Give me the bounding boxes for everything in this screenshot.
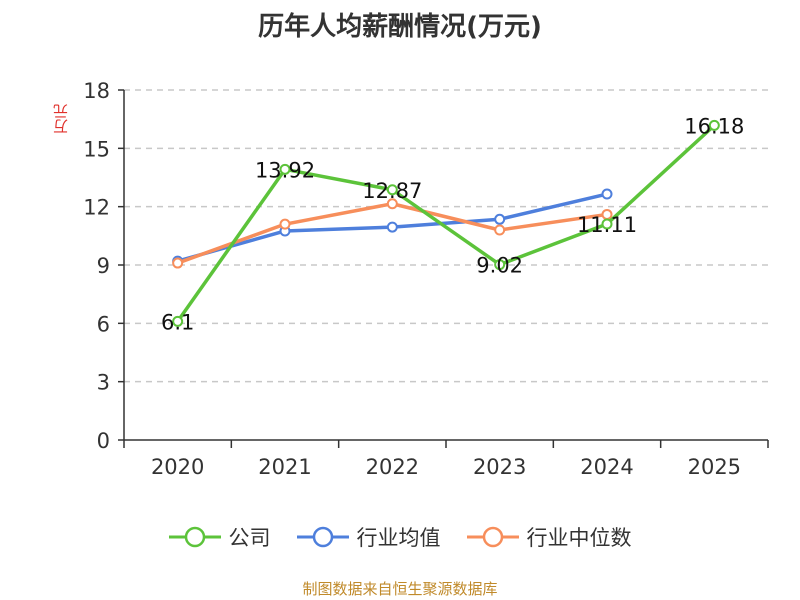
y-tick-label: 6 [97, 312, 110, 336]
data-source-note: 制图数据来自恒生聚源数据库 [302, 580, 498, 598]
chart-title: 历年人均薪酬情况(万元) [258, 12, 542, 42]
tick-labels: 0 3 6 9 12 15 18 2020 2021 2022 2023 2024 2025 [83, 79, 741, 479]
data-labels: 6.1 13.92 12.87 9.02 11.11 16.18 [161, 114, 744, 334]
data-point-2 [494, 224, 506, 236]
y-tick-label: 12 [83, 196, 110, 220]
data-label: 6.1 [161, 310, 194, 334]
axes [118, 89, 769, 448]
x-tick-label: 2025 [688, 455, 741, 479]
series-line-0 [176, 124, 716, 323]
legend-label: 行业均值 [356, 526, 441, 550]
y-tick-label: 18 [83, 79, 110, 103]
legend-line-circle-icon [296, 526, 349, 548]
y-tick-label: 15 [83, 137, 110, 161]
data-point-2 [172, 257, 184, 269]
legend-item-0[interactable]: 公司 [168, 522, 271, 552]
y-tick-label: 9 [97, 254, 110, 278]
data-point-2 [386, 198, 398, 210]
legend-label: 公司 [228, 526, 271, 550]
x-tick-label: 2021 [258, 455, 311, 479]
legend-item-2[interactable]: 行业中位数 [466, 522, 632, 552]
data-point-0 [601, 218, 613, 230]
data-point-2 [279, 218, 291, 230]
legend: 公司 行业均值 行业中位数 [0, 522, 800, 552]
y-tick-label: 0 [97, 429, 110, 453]
data-point-0 [386, 184, 398, 196]
data-label: 13.92 [255, 158, 315, 182]
data-point-0 [494, 259, 506, 271]
data-label: 11.11 [577, 213, 637, 237]
x-tick-label: 2023 [473, 455, 526, 479]
data-label: 16.18 [684, 114, 744, 138]
data-point-0 [279, 163, 291, 175]
data-point-1 [386, 221, 398, 233]
series-lines [172, 119, 720, 327]
y-tick-label: 3 [97, 371, 110, 395]
legend-line-circle-icon [466, 526, 519, 548]
legend-label: 行业中位数 [526, 526, 632, 550]
data-point-0 [708, 119, 720, 131]
x-tick-label: 2024 [580, 455, 633, 479]
x-tick-label: 2022 [366, 455, 419, 479]
legend-item-1[interactable]: 行业均值 [296, 522, 441, 552]
data-label: 9.02 [476, 254, 523, 278]
grid-lines [124, 89, 768, 383]
x-tick-label: 2020 [151, 455, 204, 479]
data-point-1 [494, 213, 506, 225]
data-point-1 [601, 188, 613, 200]
data-point-0 [172, 315, 184, 327]
legend-line-circle-icon [168, 526, 221, 548]
series-line-2 [177, 202, 608, 265]
data-label: 12.87 [362, 179, 422, 203]
